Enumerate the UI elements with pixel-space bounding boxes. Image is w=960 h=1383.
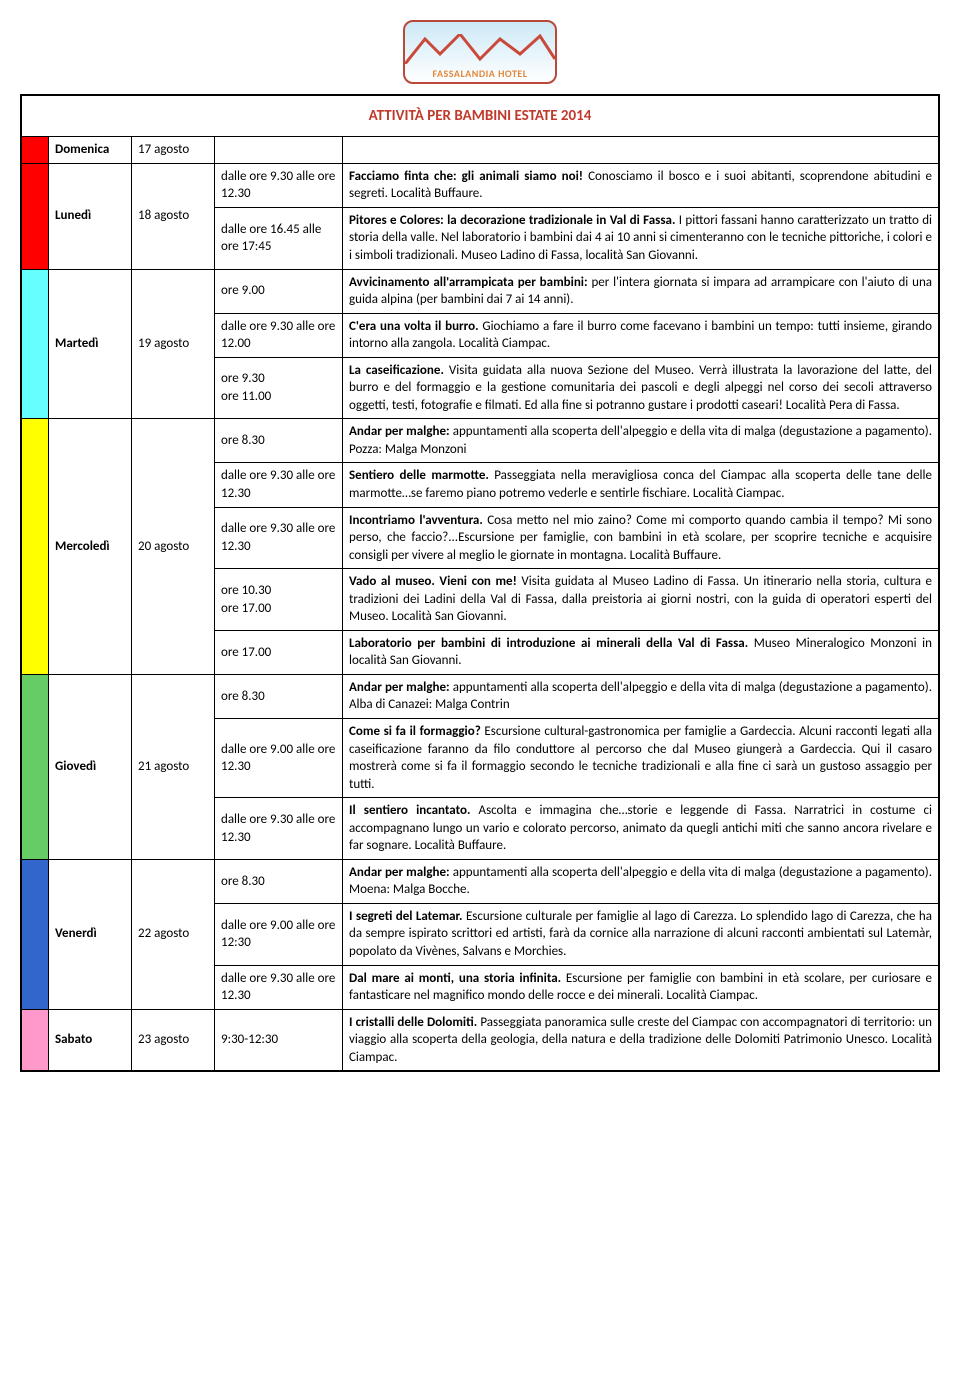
time-cell: ore 8.30 <box>215 419 343 463</box>
time-cell: ore 9.30ore 11.00 <box>215 357 343 419</box>
day-color <box>21 163 49 269</box>
activity-desc: C'era una volta il burro. Giochiamo a fa… <box>343 313 940 357</box>
day-color <box>21 1009 49 1071</box>
day-date: 21 agosto <box>132 674 215 859</box>
day-date: 18 agosto <box>132 163 215 269</box>
activity-desc: Laboratorio per bambini di introduzione … <box>343 630 940 674</box>
time-cell: ore 9.00 <box>215 269 343 313</box>
activity-desc: Come si fa il formaggio? Escursione cult… <box>343 719 940 798</box>
day-date: 20 agosto <box>132 419 215 675</box>
day-color <box>21 859 49 1009</box>
day-color <box>21 269 49 419</box>
day-date: 23 agosto <box>132 1009 215 1071</box>
activity-desc: La caseificazione. Visita guidata alla n… <box>343 357 940 419</box>
time-cell: dalle ore 9.30 alle ore 12.00 <box>215 313 343 357</box>
time-cell: dalle ore 9.30 alle ore 12.30 <box>215 163 343 207</box>
day-name: Martedì <box>49 269 132 419</box>
time-cell: ore 10.30ore 17.00 <box>215 569 343 631</box>
activity-desc: Sentiero delle marmotte. Passeggiata nel… <box>343 463 940 507</box>
activity-desc <box>343 137 940 164</box>
activity-desc: Il sentiero incantato. Ascolta e immagin… <box>343 798 940 860</box>
activity-desc: Dal mare ai monti, una storia infinita. … <box>343 965 940 1009</box>
time-cell: dalle ore 9.30 alle ore 12.30 <box>215 798 343 860</box>
time-cell: ore 17.00 <box>215 630 343 674</box>
day-name: Lunedì <box>49 163 132 269</box>
page-title: ATTIVITÀ PER BAMBINI ESTATE 2014 <box>28 100 932 132</box>
time-cell <box>215 137 343 164</box>
day-date: 19 agosto <box>132 269 215 419</box>
time-cell: dalle ore 16.45 alle ore 17:45 <box>215 207 343 269</box>
activity-desc: Facciamo finta che: gli animali siamo no… <box>343 163 940 207</box>
day-name: Domenica <box>49 137 132 164</box>
time-cell: 9:30-12:30 <box>215 1009 343 1071</box>
time-cell: dalle ore 9.00 alle ore 12.30 <box>215 719 343 798</box>
logo: FASSALANDIA HOTEL <box>403 20 557 84</box>
activity-desc: Incontriamo l'avventura. Cosa metto nel … <box>343 507 940 569</box>
schedule-table: ATTIVITÀ PER BAMBINI ESTATE 2014 Domenic… <box>20 94 940 1072</box>
activity-desc: I segreti del Latemar. Escursione cultur… <box>343 903 940 965</box>
day-name: Mercoledì <box>49 419 132 675</box>
activity-desc: Pitores e Colores: la decorazione tradiz… <box>343 207 940 269</box>
day-date: 22 agosto <box>132 859 215 1009</box>
activity-desc: Andar per malghe: appuntamenti alla scop… <box>343 419 940 463</box>
day-color <box>21 674 49 859</box>
day-name: Venerdì <box>49 859 132 1009</box>
time-cell: ore 8.30 <box>215 674 343 718</box>
day-color <box>21 137 49 164</box>
activity-desc: Andar per malghe: appuntamenti alla scop… <box>343 859 940 903</box>
day-name: Sabato <box>49 1009 132 1071</box>
activity-desc: Avvicinamento all'arrampicata per bambin… <box>343 269 940 313</box>
time-cell: dalle ore 9.30 alle ore 12.30 <box>215 965 343 1009</box>
time-cell: ore 8.30 <box>215 859 343 903</box>
activity-desc: Andar per malghe: appuntamenti alla scop… <box>343 674 940 718</box>
logo-container: FASSALANDIA HOTEL <box>20 20 940 88</box>
activity-desc: I cristalli delle Dolomiti. Passeggiata … <box>343 1009 940 1071</box>
logo-text: FASSALANDIA HOTEL <box>405 67 555 80</box>
time-cell: dalle ore 9.00 alle ore 12:30 <box>215 903 343 965</box>
day-name: Giovedì <box>49 674 132 859</box>
day-color <box>21 419 49 675</box>
activity-desc: Vado al museo. Vieni con me! Visita guid… <box>343 569 940 631</box>
time-cell: dalle ore 9.30 alle ore 12.30 <box>215 507 343 569</box>
time-cell: dalle ore 9.30 alle ore 12.30 <box>215 463 343 507</box>
day-date: 17 agosto <box>132 137 215 164</box>
